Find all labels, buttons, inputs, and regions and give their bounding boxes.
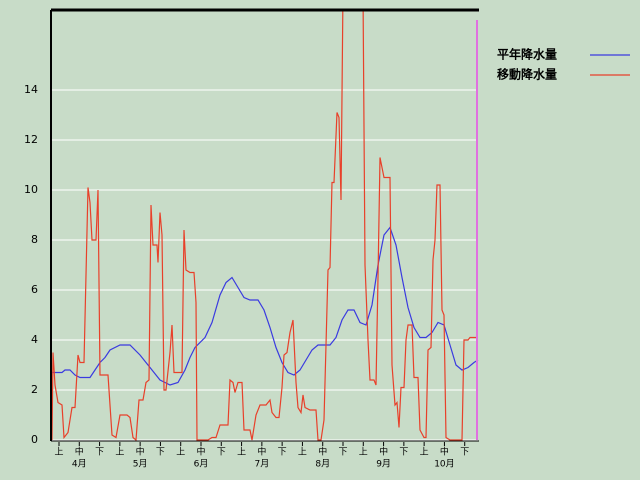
x-tick-label: 中 (379, 446, 388, 458)
legend-label: 移動降水量 (497, 67, 557, 82)
x-tick-label: 中 (196, 446, 205, 458)
x-tick-label: 中 (257, 446, 266, 458)
y-tick-label: 14 (24, 83, 38, 96)
x-tick-label: 上 (359, 447, 368, 458)
x-tick-label: 下 (460, 448, 469, 458)
x-tick-label: 下 (338, 448, 347, 458)
x-tick-label: 下 (156, 448, 165, 458)
y-tick-label: 4 (31, 333, 38, 346)
x-tick-label: 上 (237, 447, 246, 458)
y-tick-label: 10 (24, 183, 38, 196)
x-tick-label: 中 (318, 446, 327, 458)
x-tick-label: 中 (75, 446, 84, 458)
series-line (52, 226, 479, 386)
x-tick-label: 中 (440, 446, 449, 458)
y-tick-label: 8 (31, 233, 38, 246)
y-tick-label: 0 (31, 433, 38, 446)
x-tick-label: 上 (115, 447, 124, 458)
y-tick-label: 2 (31, 383, 38, 396)
series-line (52, 10, 478, 442)
x-tick-label: 下 (95, 448, 104, 458)
month-label: 6月 (194, 459, 209, 470)
y-tick-label: 6 (31, 283, 38, 296)
month-label: 7月 (254, 459, 269, 470)
x-tick-label: 下 (278, 448, 287, 458)
x-tick-label: 中 (136, 446, 145, 458)
x-tick-label: 下 (399, 448, 408, 458)
x-tick-label: 上 (54, 447, 63, 458)
x-tick-label: 上 (298, 447, 307, 458)
x-tick-label: 上 (420, 447, 429, 458)
month-label: 4月 (72, 459, 87, 470)
x-tick-label: 上 (176, 447, 185, 458)
month-label: 9月 (376, 459, 391, 470)
legend-label: 平年降水量 (497, 47, 557, 62)
month-label: 8月 (315, 459, 330, 470)
month-label: 5月 (133, 459, 148, 470)
x-tick-label: 下 (217, 448, 226, 458)
month-label: 10月 (434, 459, 454, 470)
y-tick-label: 12 (24, 133, 38, 146)
